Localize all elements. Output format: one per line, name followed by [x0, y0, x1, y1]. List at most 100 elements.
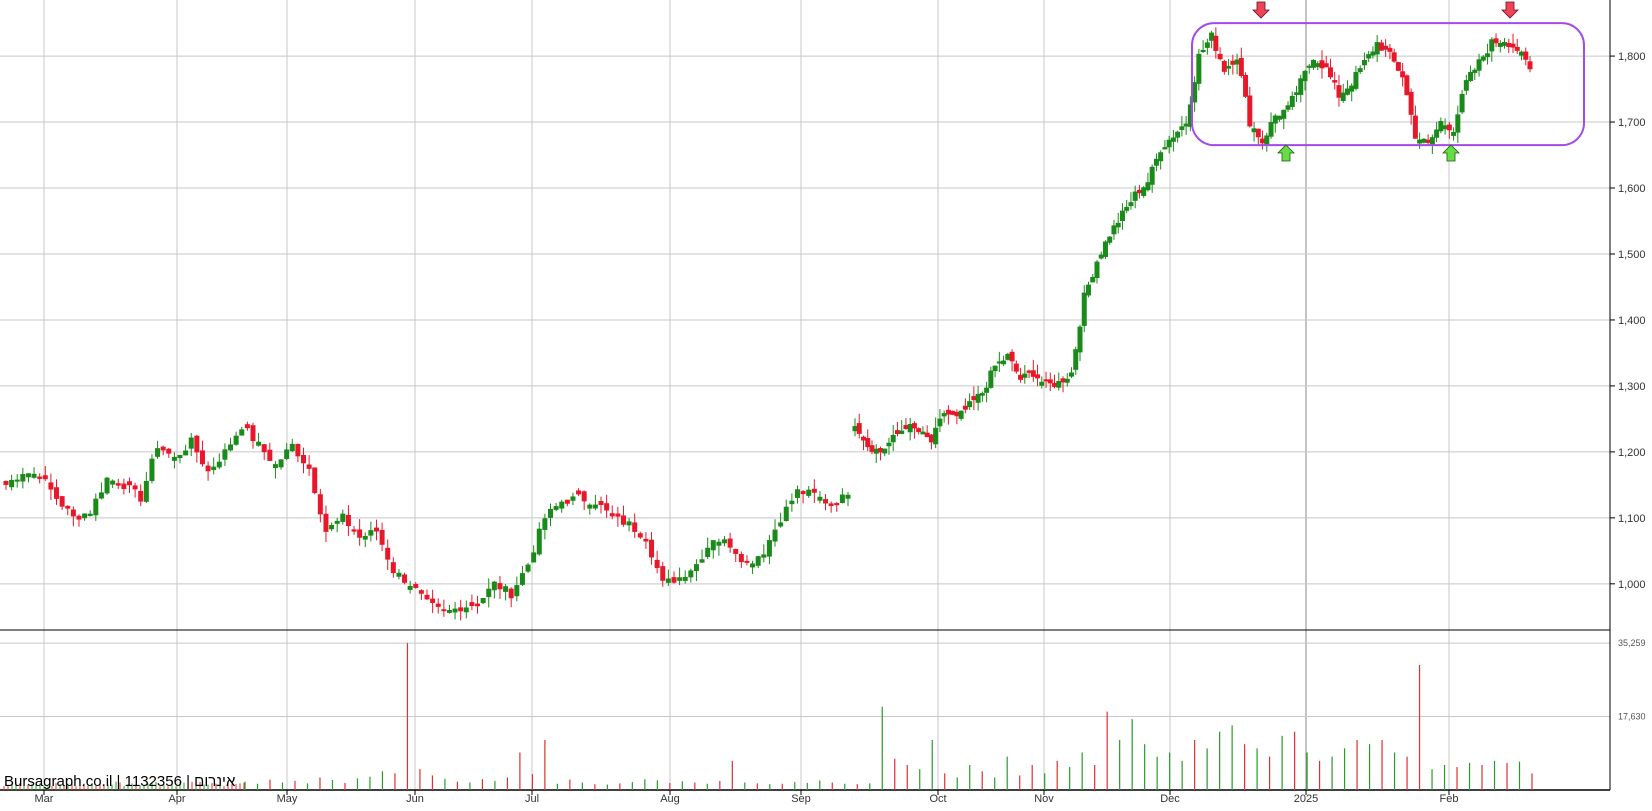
- candle-body: [1455, 114, 1461, 133]
- candle-body: [261, 444, 267, 453]
- candle-body: [452, 608, 458, 613]
- candle-body: [1472, 69, 1478, 73]
- candle-body: [903, 425, 909, 430]
- axis-labels: Mar Apr May Jun Jul Aug Sep Oct Nov Dec 2025 Feb 1,0…: [35, 51, 1646, 805]
- candle-body: [865, 438, 871, 448]
- candle-body: [497, 583, 503, 590]
- candle-body: [1001, 360, 1007, 365]
- candle-body: [1230, 60, 1236, 65]
- candle-body: [1412, 115, 1418, 139]
- candle-body: [1035, 374, 1041, 379]
- candle-body: [665, 578, 671, 583]
- candle-body: [301, 454, 307, 464]
- candle-body: [1463, 80, 1469, 91]
- candle-body: [654, 559, 660, 569]
- candle-body: [413, 583, 419, 588]
- candle-body: [778, 522, 784, 527]
- candle-body: [1052, 382, 1058, 387]
- candle-body: [1022, 373, 1028, 378]
- candle-body: [1166, 139, 1172, 148]
- candle-body: [1404, 75, 1410, 96]
- candle-body: [115, 483, 121, 486]
- candle-body: [886, 442, 892, 447]
- candle-body: [845, 494, 851, 499]
- candle-body: [839, 494, 845, 504]
- month-label: May: [277, 793, 298, 805]
- candle-body: [933, 427, 939, 445]
- candle-body: [716, 541, 722, 546]
- candle-body: [1098, 254, 1104, 259]
- candle-body: [70, 509, 76, 517]
- candle-body: [503, 586, 509, 592]
- candle-body: [491, 581, 497, 591]
- candle-body: [1272, 115, 1278, 124]
- candle-body: [345, 514, 351, 527]
- candle-body: [1289, 95, 1295, 107]
- candle-body: [98, 492, 104, 499]
- candle-body: [171, 456, 177, 461]
- candle-body: [407, 585, 413, 590]
- candle-body: [576, 490, 582, 495]
- candle-body: [110, 480, 116, 485]
- candle-body: [920, 431, 926, 435]
- candle-body: [1243, 74, 1249, 97]
- down-arrow-icon: [1501, 1, 1519, 19]
- candle-body: [1247, 95, 1253, 127]
- candle-body: [1302, 70, 1308, 82]
- candle-body: [677, 577, 683, 581]
- candle-body: [14, 479, 20, 482]
- candle-body: [329, 524, 335, 530]
- candle-body: [894, 430, 900, 435]
- month-label: Jul: [525, 793, 539, 805]
- candle-body: [945, 409, 951, 415]
- candle-body: [458, 607, 464, 612]
- candle-body: [1281, 109, 1287, 119]
- candle-body: [205, 465, 211, 472]
- candle-body: [1255, 128, 1261, 138]
- candle-body: [1357, 68, 1363, 73]
- candle-body: [435, 603, 441, 607]
- candle-body: [615, 513, 621, 517]
- candle-body: [177, 455, 183, 459]
- candle-body: [306, 464, 312, 469]
- candle-body: [882, 448, 888, 454]
- price-tick-label: 1,600: [1618, 183, 1646, 195]
- candle-body: [519, 573, 525, 585]
- candle-body: [59, 496, 65, 507]
- axes: [0, 0, 1615, 795]
- candle-body: [138, 490, 144, 502]
- price-candles: [3, 27, 1533, 621]
- candle-body: [609, 513, 615, 517]
- candle-body: [962, 405, 968, 410]
- candle-body: [267, 449, 273, 461]
- candle-body: [873, 448, 879, 454]
- candle-body: [1353, 71, 1359, 89]
- candle-body: [295, 443, 301, 457]
- candle-body: [126, 481, 132, 486]
- candle-body: [239, 429, 245, 436]
- candle-body: [216, 461, 222, 468]
- candle-body: [418, 590, 424, 594]
- candle-body: [852, 426, 858, 432]
- candle-body: [1264, 135, 1270, 146]
- candle-body: [183, 450, 189, 456]
- candle-body: [1132, 191, 1138, 201]
- candle-body: [789, 500, 795, 505]
- candle-body: [856, 423, 862, 434]
- candle-body: [950, 410, 956, 415]
- candle-body: [632, 522, 638, 532]
- candle-body: [1277, 115, 1283, 120]
- candle-body: [1378, 42, 1384, 51]
- candle-body: [1370, 51, 1376, 56]
- candle-body: [547, 508, 553, 518]
- candle-body: [1081, 292, 1087, 326]
- candle-body: [222, 449, 228, 460]
- candle-body: [317, 494, 323, 515]
- candle-body: [233, 435, 239, 445]
- candle-body: [469, 602, 475, 607]
- candle-body: [1332, 80, 1338, 83]
- candle-body: [1519, 51, 1525, 56]
- candle-body: [682, 576, 688, 581]
- volume-bars: [3, 643, 1533, 790]
